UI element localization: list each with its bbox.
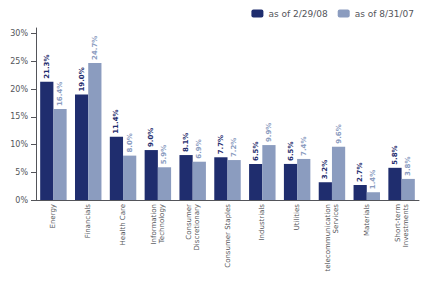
svg-text:0%: 0% xyxy=(15,196,28,205)
svg-text:Information: Information xyxy=(150,204,158,245)
svg-text:9.0%: 9.0% xyxy=(147,128,155,147)
svg-text:Investments: Investments xyxy=(402,204,410,248)
svg-text:5.9%: 5.9% xyxy=(160,145,168,164)
svg-text:21.3%: 21.3% xyxy=(43,55,51,79)
svg-text:Short-term: Short-term xyxy=(394,204,402,242)
svg-text:Consumer: Consumer xyxy=(185,204,193,240)
svg-text:8.1%: 8.1% xyxy=(182,133,190,152)
svg-text:1.4%: 1.4% xyxy=(369,170,377,189)
svg-text:10%: 10% xyxy=(10,140,28,149)
svg-text:3.2%: 3.2% xyxy=(321,160,329,179)
svg-text:6.5%: 6.5% xyxy=(287,142,295,161)
svg-text:Services: Services xyxy=(332,204,340,234)
svg-text:9.9%: 9.9% xyxy=(265,123,273,142)
svg-text:Materials: Materials xyxy=(363,204,371,236)
svg-text:5%: 5% xyxy=(15,168,28,177)
svg-text:Health Care: Health Care xyxy=(119,204,127,245)
svg-text:2.7%: 2.7% xyxy=(356,163,364,182)
svg-text:Energy: Energy xyxy=(49,204,57,229)
svg-text:24.7%: 24.7% xyxy=(91,36,99,60)
svg-text:16.4%: 16.4% xyxy=(56,82,64,106)
svg-text:19.0%: 19.0% xyxy=(78,67,86,91)
svg-text:25%: 25% xyxy=(10,57,28,66)
svg-text:20%: 20% xyxy=(10,85,28,94)
svg-text:Industrials: Industrials xyxy=(258,204,266,241)
svg-text:8.0%: 8.0% xyxy=(126,133,134,152)
svg-text:Financials: Financials xyxy=(84,204,92,239)
svg-text:9.6%: 9.6% xyxy=(335,124,343,143)
svg-text:as of 2/29/08: as of 2/29/08 xyxy=(268,9,328,19)
svg-text:Technology: Technology xyxy=(158,204,166,244)
svg-text:3.8%: 3.8% xyxy=(404,156,412,175)
svg-text:Discretionary: Discretionary xyxy=(193,204,201,251)
svg-text:6.5%: 6.5% xyxy=(252,142,260,161)
svg-text:Consumer Staples: Consumer Staples xyxy=(224,204,232,268)
svg-text:7.2%: 7.2% xyxy=(230,138,238,157)
svg-text:as of 8/31/07: as of 8/31/07 xyxy=(355,9,414,19)
svg-text:11.4%: 11.4% xyxy=(112,109,120,133)
svg-text:7.7%: 7.7% xyxy=(217,135,225,154)
svg-text:6.9%: 6.9% xyxy=(195,139,203,158)
svg-text:15%: 15% xyxy=(10,112,28,121)
svg-text:telecommunication: telecommunication xyxy=(324,204,332,271)
svg-text:7.4%: 7.4% xyxy=(300,137,308,156)
svg-text:Utilities: Utilities xyxy=(293,204,301,231)
svg-text:5.8%: 5.8% xyxy=(391,145,399,164)
svg-text:30%: 30% xyxy=(10,29,28,38)
